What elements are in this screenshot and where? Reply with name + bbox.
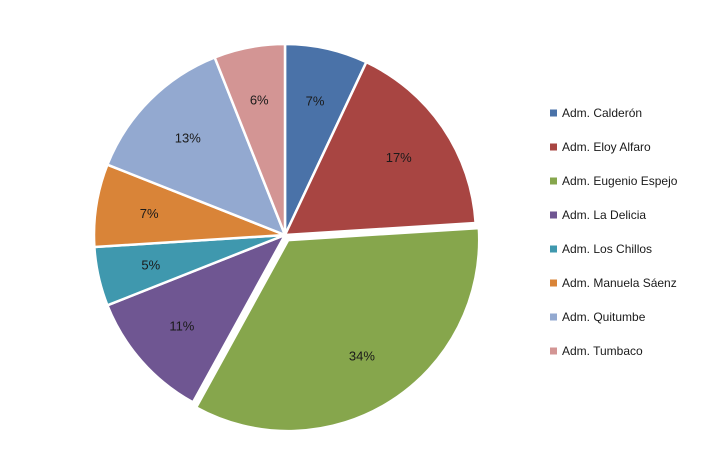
legend-swatch-adm-tumbaco [550, 347, 557, 355]
legend-swatch-adm-calderon [550, 109, 557, 117]
pie-slices [92, 42, 481, 433]
legend-label-adm-los-chillos: Adm. Los Chillos [562, 242, 652, 256]
legend-label-adm-tumbaco: Adm. Tumbaco [562, 344, 643, 358]
legend-label-adm-eugenio-espejo: Adm. Eugenio Espejo [562, 174, 678, 188]
legend-label-adm-la-delicia: Adm. La Delicia [562, 208, 646, 222]
slice-label-adm-tumbaco: 6% [250, 92, 269, 107]
slice-label-adm-los-chillos: 5% [141, 257, 160, 272]
legend-swatch-adm-manuela-saenz [550, 279, 557, 287]
pie-slice-adm-tumbaco [213, 42, 287, 237]
legend-label-adm-eloy-alfaro: Adm. Eloy Alfaro [562, 140, 651, 154]
legend-swatch-adm-eloy-alfaro [550, 143, 557, 151]
pie-slice-adm-la-delicia [106, 233, 287, 404]
legend-label-adm-quitumbe: Adm. Quitumbe [562, 310, 646, 324]
legend-swatch-adm-eugenio-espejo [550, 177, 557, 185]
legend-swatch-adm-quitumbe [550, 313, 557, 321]
slice-label-adm-calderon: 7% [306, 93, 325, 108]
legend-label-adm-calderon: Adm. Calderón [562, 106, 642, 120]
slice-label-adm-quitumbe: 13% [175, 130, 201, 145]
legend-swatch-adm-la-delicia [550, 211, 557, 219]
pie-slice-adm-eloy-alfaro [283, 60, 477, 237]
slice-label-adm-la-delicia: 11% [169, 318, 194, 333]
slice-label-adm-eugenio-espejo: 34% [349, 349, 375, 364]
legend-label-adm-manuela-saenz: Adm. Manuela Sáenz [562, 276, 677, 290]
pie-slice-adm-eugenio-espejo [194, 226, 481, 433]
slice-label-adm-manuela-saenz: 7% [140, 206, 159, 221]
pie-slice-adm-quitumbe [106, 56, 287, 237]
slice-label-adm-eloy-alfaro: 17% [386, 150, 412, 165]
legend: Adm. Calderón Adm. Eloy Alfaro Adm. Eugeni… [550, 106, 678, 358]
pie-value-labels: 7% 17% 34% 11% 5% 7% 13% 6% [140, 92, 412, 363]
legend-swatch-adm-los-chillos [550, 245, 557, 253]
